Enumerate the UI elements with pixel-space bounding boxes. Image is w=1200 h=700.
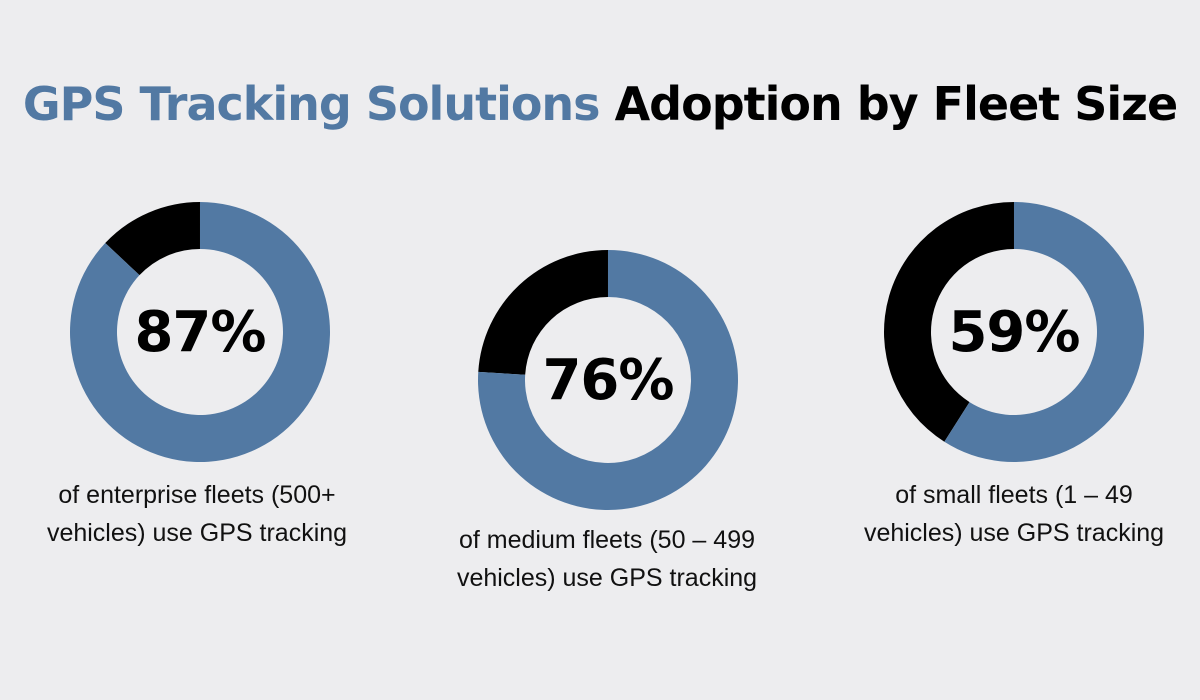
- donut-svg-enterprise: [70, 202, 330, 462]
- donut-remainder-segment: [478, 250, 608, 375]
- donut-value-segment: [944, 202, 1144, 462]
- donut-chart-small: 59%: [884, 202, 1144, 462]
- donut-value-segment: [70, 202, 330, 462]
- donut-chart-medium: 76%: [478, 250, 738, 510]
- percent-label: 76%: [542, 347, 674, 413]
- donut-chart-enterprise: 87%: [70, 202, 330, 462]
- title-rest: Adoption by Fleet Size: [614, 77, 1179, 131]
- donut-remainder-segment: [105, 202, 200, 276]
- caption-enterprise: of enterprise fleets (500+ vehicles) use…: [46, 481, 348, 547]
- percent-label: 59%: [948, 299, 1080, 365]
- donut-value-segment: [478, 250, 738, 510]
- donut-svg-medium: [478, 250, 738, 510]
- caption-small: of small fleets (1 – 49 vehicles) use GP…: [863, 481, 1165, 547]
- title-highlight: GPS Tracking Solutions: [22, 77, 601, 131]
- chart-title: GPS Tracking Solutions Adoption by Fleet…: [0, 72, 1200, 136]
- donut-svg-small: [884, 202, 1144, 462]
- caption-medium: of medium fleets (50 – 499 vehicles) use…: [456, 526, 758, 592]
- percent-label: 87%: [134, 299, 266, 365]
- donut-remainder-segment: [884, 202, 1014, 442]
